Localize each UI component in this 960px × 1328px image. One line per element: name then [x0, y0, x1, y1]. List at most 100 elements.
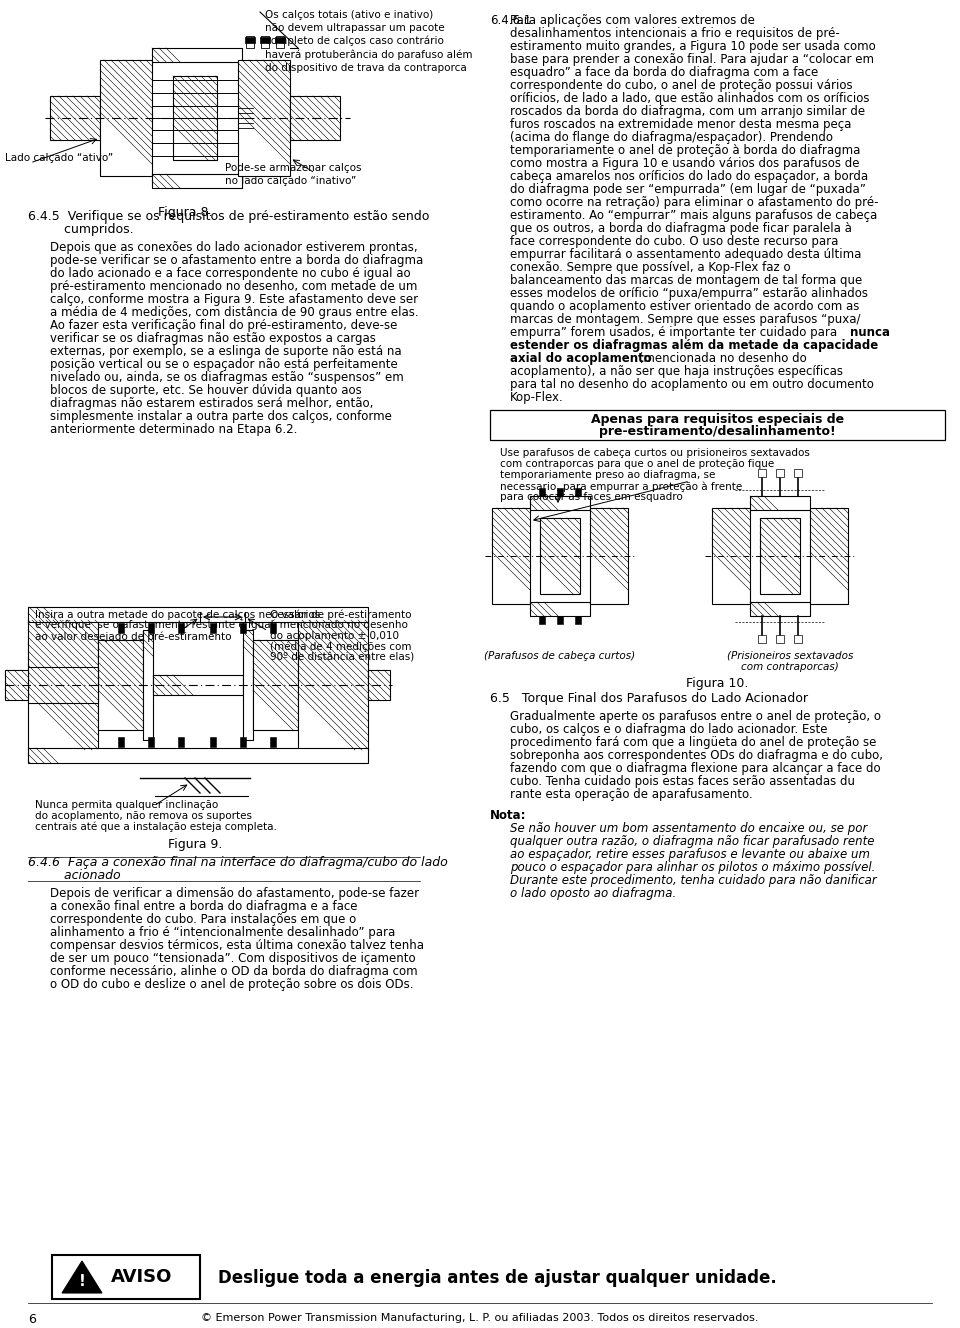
Bar: [173, 76, 217, 159]
Text: a média de 4 medições, com distância de 90 graus entre elas.: a média de 4 medições, com distância de …: [50, 305, 419, 319]
Text: AVISO: AVISO: [111, 1268, 173, 1286]
Text: base para prender a conexão final. Para ajudar a “colocar em: base para prender a conexão final. Para …: [510, 53, 874, 66]
Text: centrais até que a instalação esteja completa.: centrais até que a instalação esteja com…: [35, 822, 276, 833]
Bar: [275, 37, 285, 42]
Bar: [760, 518, 800, 594]
Bar: [245, 37, 255, 42]
Bar: [152, 174, 242, 189]
Text: para tal no desenho do acoplamento ou em outro documento: para tal no desenho do acoplamento ou em…: [510, 378, 874, 390]
Text: posição vertical ou se o espaçador não está perfeitamente: posição vertical ou se o espaçador não e…: [50, 359, 397, 371]
Text: 90º de distância entre elas): 90º de distância entre elas): [270, 653, 415, 663]
Text: empurra” forem usados, é importante ter cuidado para: empurra” forem usados, é importante ter …: [510, 325, 841, 339]
Text: balanceamento das marcas de montagem de tal forma que: balanceamento das marcas de montagem de …: [510, 274, 862, 287]
Text: ao espaçador, retire esses parafusos e levante ou abaixe um: ao espaçador, retire esses parafusos e l…: [510, 849, 870, 861]
Text: rante esta operação de aparafusamento.: rante esta operação de aparafusamento.: [510, 788, 753, 801]
Text: pré-estiramento mencionado no desenho, com metade de um: pré-estiramento mencionado no desenho, c…: [50, 280, 418, 293]
Bar: [98, 640, 143, 730]
Bar: [276, 36, 284, 48]
Text: o OD do cubo e deslize o anel de proteção sobre os dois ODs.: o OD do cubo e deslize o anel de proteçã…: [50, 977, 414, 991]
Bar: [539, 616, 545, 624]
Bar: [152, 48, 242, 62]
Bar: [540, 518, 580, 594]
Text: correspondente do cubo. Para instalações em que o: correspondente do cubo. Para instalações…: [50, 914, 356, 926]
Text: (Prisioneiros sextavados: (Prisioneiros sextavados: [727, 651, 853, 661]
Text: (mencionada no desenho do: (mencionada no desenho do: [635, 352, 806, 365]
Bar: [712, 509, 750, 604]
Text: temporariamente o anel de proteção à borda do diafragma: temporariamente o anel de proteção à bor…: [510, 143, 860, 157]
Text: furos roscados na extremidade menor desta mesma peça: furos roscados na extremidade menor dest…: [510, 118, 852, 131]
Text: compensar desvios térmicos, esta última conexão talvez tenha: compensar desvios térmicos, esta última …: [50, 939, 424, 952]
Text: Kop-Flex.: Kop-Flex.: [510, 390, 564, 404]
Text: (Parafusos de cabeça curtos): (Parafusos de cabeça curtos): [485, 651, 636, 661]
Text: Os calços totais (ativo e inativo)
não devem ultrapassar um pacote
completo de c: Os calços totais (ativo e inativo) não d…: [265, 11, 472, 73]
Text: nunca: nunca: [850, 325, 890, 339]
Text: desalinhamentos intencionais a frio e requisitos de pré-: desalinhamentos intencionais a frio e re…: [510, 27, 840, 40]
Bar: [557, 487, 563, 495]
Text: 6.4.5  Verifique se os requisitos de pré-estiramento estão sendo: 6.4.5 Verifique se os requisitos de pré-…: [28, 210, 429, 223]
Bar: [490, 410, 945, 440]
Text: pre-estiramento/desalinhamento!: pre-estiramento/desalinhamento!: [599, 425, 836, 438]
Bar: [530, 495, 590, 510]
Text: 6.4.6  Faça a conexão final na interface do diafragma/cubo do lado: 6.4.6 Faça a conexão final na interface …: [28, 857, 447, 869]
Bar: [270, 737, 276, 746]
Bar: [50, 96, 100, 139]
Text: Durante este procedimento, tenha cuidado para não danificar: Durante este procedimento, tenha cuidado…: [510, 874, 876, 887]
Text: como ocorre na retração) para eliminar o afastamento do pré-: como ocorre na retração) para eliminar o…: [510, 197, 878, 208]
Bar: [28, 620, 98, 750]
Text: estiramento muito grandes, a Figura 10 pode ser usada como: estiramento muito grandes, a Figura 10 p…: [510, 40, 876, 53]
Text: quando o acoplamento estiver orientado de acordo com as: quando o acoplamento estiver orientado d…: [510, 300, 859, 313]
Text: Nunca permita qualquer inclinação: Nunca permita qualquer inclinação: [35, 799, 218, 810]
Bar: [118, 623, 124, 633]
Text: pouco o espaçador para alinhar os pilotos o máximo possível.: pouco o espaçador para alinhar os piloto…: [510, 861, 876, 874]
Bar: [776, 469, 784, 477]
Bar: [28, 667, 98, 703]
Text: (média de 4 medições com: (média de 4 medições com: [270, 641, 412, 652]
Text: correspondente do cubo, o anel de proteção possui vários: correspondente do cubo, o anel de proteç…: [510, 78, 852, 92]
Bar: [557, 616, 563, 624]
Text: 6.5   Torque Final dos Parafusos do Lado Acionador: 6.5 Torque Final dos Parafusos do Lado A…: [490, 692, 808, 705]
Bar: [246, 36, 254, 48]
Text: que os outros, a borda do diafragma pode ficar paralela à: que os outros, a borda do diafragma pode…: [510, 222, 852, 235]
Bar: [178, 737, 184, 746]
Text: do lado acionado e a face correspondente no cubo é igual ao: do lado acionado e a face correspondente…: [50, 267, 411, 280]
Text: cabeça amarelos nos oríficios do lado do espaçador, a borda: cabeça amarelos nos oríficios do lado do…: [510, 170, 868, 183]
Text: Nota:: Nota:: [490, 809, 526, 822]
Text: o lado oposto ao diafragma.: o lado oposto ao diafragma.: [510, 887, 676, 900]
Bar: [100, 60, 152, 177]
Text: cubo. Tenha cuidado pois estas faces serão assentadas du: cubo. Tenha cuidado pois estas faces ser…: [510, 776, 855, 788]
Text: calço, conforme mostra a Figura 9. Este afastamento deve ser: calço, conforme mostra a Figura 9. Este …: [50, 293, 419, 305]
Bar: [153, 675, 243, 695]
Text: do acoplamento ± 0,010: do acoplamento ± 0,010: [270, 631, 399, 641]
Text: acoplamento), a não ser que haja instruções específicas: acoplamento), a não ser que haja instruç…: [510, 365, 843, 378]
Text: estender os diafragmas além da metade da capacidade: estender os diafragmas além da metade da…: [510, 339, 878, 352]
Text: com contraporcas para que o anel de proteção fique: com contraporcas para que o anel de prot…: [500, 459, 775, 469]
Text: Depois que as conexões do lado acionador estiverem prontas,: Depois que as conexões do lado acionador…: [50, 240, 418, 254]
Bar: [492, 509, 530, 604]
Text: alinhamento a frio é “intencionalmente desalinhado” para: alinhamento a frio é “intencionalmente d…: [50, 926, 396, 939]
Text: © Emerson Power Transmission Manufacturing, L. P. ou afiliadas 2003. Todos os di: © Emerson Power Transmission Manufacturi…: [202, 1313, 758, 1323]
Text: oríficios, de lado a lado, que estão alinhados com os oríficios: oríficios, de lado a lado, que estão ali…: [510, 92, 870, 105]
Text: diafragmas não estarem estirados será melhor, então,: diafragmas não estarem estirados será me…: [50, 397, 373, 410]
Text: nivelado ou, ainda, se os diafragmas estão “suspensos” em: nivelado ou, ainda, se os diafragmas est…: [50, 371, 404, 384]
Bar: [758, 635, 766, 643]
Text: do diafragma pode ser “empurrada” (em lugar de “puxada”: do diafragma pode ser “empurrada” (em lu…: [510, 183, 866, 197]
Bar: [178, 623, 184, 633]
Text: conforme necessário, alinhe o OD da borda do diafragma com: conforme necessário, alinhe o OD da bord…: [50, 965, 418, 977]
Text: é mencionado no desenho: é mencionado no desenho: [270, 620, 408, 629]
Text: face correspondente do cubo. O uso deste recurso para: face correspondente do cubo. O uso deste…: [510, 235, 838, 248]
Bar: [240, 623, 246, 633]
Bar: [52, 1255, 200, 1299]
Text: esquadro” a face da borda do diafragma com a face: esquadro” a face da borda do diafragma c…: [510, 66, 818, 78]
Text: temporariamente preso ao diafragma, se: temporariamente preso ao diafragma, se: [500, 470, 715, 479]
Bar: [750, 495, 810, 510]
Text: e verifique  se o afastamento restante é igual: e verifique se o afastamento restante é …: [35, 620, 274, 631]
Bar: [298, 620, 368, 750]
Text: 6.4.6.1: 6.4.6.1: [490, 15, 531, 27]
Text: cubo, os calços e o diafragma do lado acionador. Este: cubo, os calços e o diafragma do lado ac…: [510, 722, 828, 736]
Text: Se não houver um bom assentamento do encaixe ou, se por: Se não houver um bom assentamento do enc…: [510, 822, 868, 835]
Bar: [210, 737, 216, 746]
Text: fazendo com que o diafragma flexione para alcançar a face do: fazendo com que o diafragma flexione par…: [510, 762, 880, 776]
Bar: [143, 629, 153, 740]
Text: verificar se os diafragmas não estão expostos a cargas: verificar se os diafragmas não estão exp…: [50, 332, 376, 345]
Text: Depois de verificar a dimensão do afastamento, pode-se fazer: Depois de verificar a dimensão do afasta…: [50, 887, 420, 900]
